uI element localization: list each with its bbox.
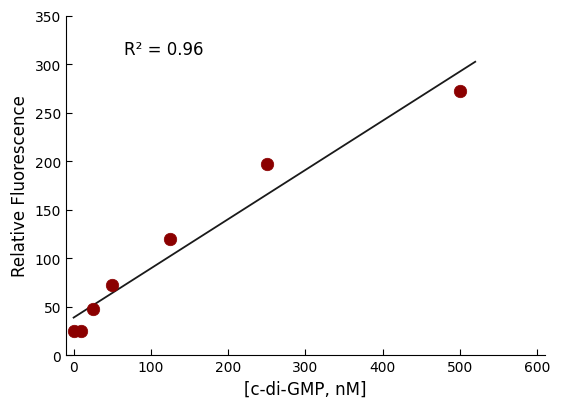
Point — [455, 89, 464, 95]
Point — [77, 328, 86, 335]
Y-axis label: Relative Fluorescence: Relative Fluorescence — [11, 95, 29, 277]
Point — [166, 236, 175, 243]
Point — [262, 162, 271, 168]
Point — [108, 282, 117, 288]
Text: R² = 0.96: R² = 0.96 — [124, 41, 203, 59]
Point — [88, 306, 97, 312]
Point — [70, 328, 79, 335]
X-axis label: [c-di-GMP, nM]: [c-di-GMP, nM] — [244, 380, 366, 398]
